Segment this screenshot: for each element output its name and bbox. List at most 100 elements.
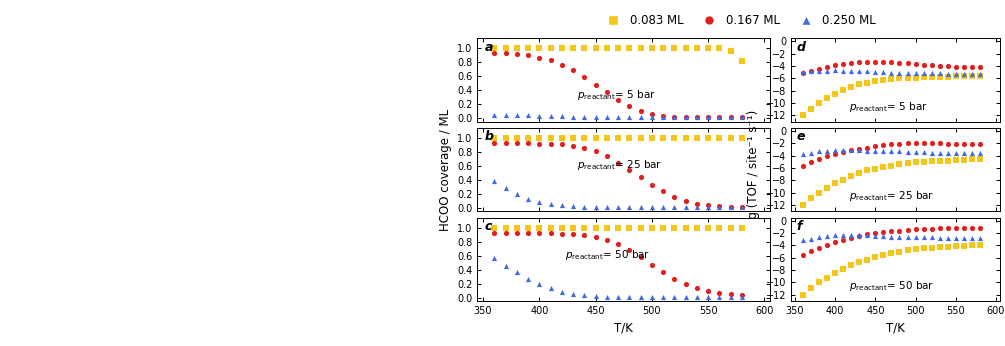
Point — [700, 46, 717, 51]
Point — [948, 157, 964, 163]
Text: $p_\mathrm{reactant}$= 5 bar: $p_\mathrm{reactant}$= 5 bar — [577, 88, 655, 102]
Point — [859, 233, 875, 238]
Point — [610, 241, 626, 247]
Point — [843, 147, 859, 153]
Point — [655, 46, 671, 51]
Point — [565, 67, 581, 73]
Point — [486, 179, 502, 184]
Point — [610, 115, 626, 120]
Point — [532, 46, 548, 51]
Point — [827, 91, 843, 97]
Point — [956, 141, 972, 147]
Point — [588, 293, 604, 299]
Point — [940, 158, 956, 163]
Point — [734, 135, 750, 141]
Point — [795, 163, 811, 168]
Point — [520, 230, 536, 236]
Point — [723, 135, 739, 141]
Point — [916, 74, 932, 80]
Point — [819, 185, 835, 191]
Point — [497, 263, 514, 268]
Point — [916, 71, 932, 76]
Point — [964, 225, 980, 231]
Point — [700, 202, 717, 208]
Point — [819, 64, 835, 70]
Point — [899, 160, 916, 166]
Point — [948, 71, 964, 77]
Point — [803, 150, 819, 155]
Point — [734, 292, 750, 298]
Point — [677, 294, 693, 300]
Text: f: f — [796, 220, 802, 233]
Point — [520, 112, 536, 118]
Point — [811, 156, 827, 162]
Point — [610, 204, 626, 210]
Point — [554, 113, 570, 119]
Point — [956, 243, 972, 249]
Point — [576, 114, 592, 119]
Point — [712, 204, 728, 209]
Point — [655, 188, 671, 194]
Text: b: b — [484, 130, 493, 143]
Point — [700, 115, 717, 120]
Point — [543, 225, 559, 231]
Point — [795, 238, 811, 243]
Point — [835, 68, 851, 74]
Point — [859, 80, 875, 85]
Point — [497, 46, 514, 51]
Point — [908, 71, 924, 76]
Point — [599, 46, 615, 51]
Point — [734, 204, 750, 210]
Point — [932, 71, 948, 76]
Point — [588, 149, 604, 154]
Point — [734, 115, 750, 120]
Point — [486, 230, 502, 236]
Point — [795, 202, 811, 208]
Point — [875, 233, 891, 239]
Point — [795, 292, 811, 298]
Point — [972, 71, 988, 77]
Point — [819, 68, 835, 74]
Point — [565, 204, 581, 209]
Text: a: a — [484, 40, 493, 54]
X-axis label: T/K: T/K — [614, 321, 633, 335]
Point — [666, 115, 682, 120]
Point — [859, 231, 875, 237]
X-axis label: T/K: T/K — [886, 321, 904, 335]
Point — [532, 230, 548, 236]
Point — [688, 46, 705, 51]
Point — [964, 157, 980, 162]
Point — [688, 115, 705, 120]
Point — [932, 63, 948, 69]
Point — [543, 230, 559, 236]
Point — [803, 159, 819, 165]
Point — [803, 285, 819, 291]
Point — [588, 204, 604, 210]
Point — [677, 281, 693, 286]
Point — [497, 230, 514, 236]
Point — [610, 46, 626, 51]
Point — [712, 46, 728, 51]
Point — [883, 148, 899, 154]
Point — [916, 159, 932, 165]
Point — [621, 135, 637, 141]
Point — [734, 115, 750, 120]
Point — [610, 294, 626, 300]
Point — [632, 115, 648, 120]
Point — [677, 204, 693, 210]
Point — [859, 257, 875, 262]
Point — [520, 225, 536, 231]
Point — [932, 244, 948, 250]
Point — [908, 140, 924, 146]
Point — [835, 266, 851, 272]
Text: e: e — [796, 130, 805, 143]
Point — [867, 148, 883, 153]
Point — [688, 201, 705, 207]
Point — [819, 233, 835, 239]
Point — [932, 225, 948, 231]
Point — [655, 115, 671, 120]
Point — [835, 233, 851, 238]
Point — [948, 225, 964, 231]
Point — [948, 64, 964, 69]
Point — [712, 225, 728, 231]
